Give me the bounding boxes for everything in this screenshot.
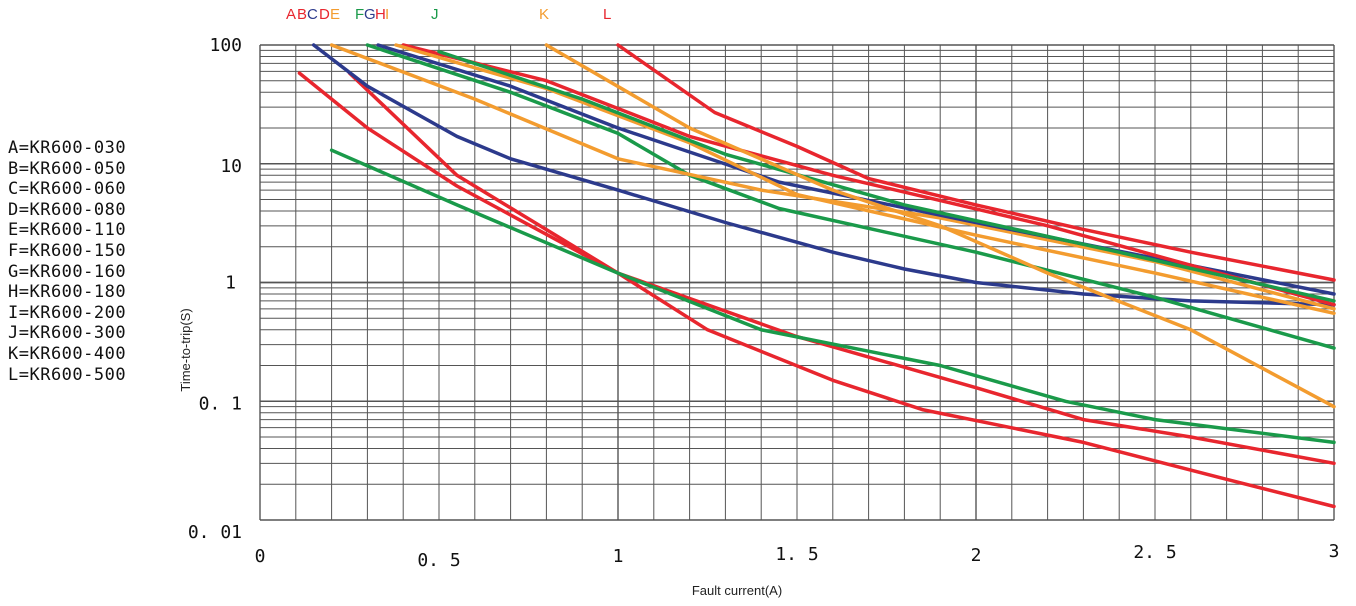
series-letter-label: G — [364, 6, 376, 23]
legend-item: C=KR600-060 — [8, 179, 127, 200]
x-tick-label: 1. 5 — [775, 544, 818, 565]
y-axis-label: Time-to-trip(S) — [178, 308, 193, 391]
legend-item: L=KR600-500 — [8, 364, 127, 385]
series-letter-label: K — [539, 6, 550, 23]
x-tick-label: 0. 5 — [417, 550, 460, 571]
legend-item: I=KR600-200 — [8, 302, 127, 323]
series-letter-label: B — [297, 6, 308, 23]
legend-item: J=KR600-300 — [8, 323, 127, 344]
series-letter-label: A — [286, 6, 297, 23]
x-tick-label: 2. 5 — [1133, 542, 1176, 563]
curve-line — [297, 71, 1336, 509]
curve-line — [401, 43, 1336, 307]
curve-line — [329, 148, 1336, 445]
legend-item: E=KR600-110 — [8, 220, 127, 241]
legend-list: A=KR600-030 B=KR600-050 C=KR600-060 D=KR600… — [8, 138, 126, 385]
legend-item: H=KR600-180 — [8, 282, 127, 303]
x-tick-label: 2 — [971, 545, 982, 566]
legend-item: G=KR600-160 — [8, 261, 127, 282]
legend-item: B=KR600-050 — [8, 158, 127, 179]
chart-series — [297, 43, 1336, 509]
y-tick-label: 0. 01 — [188, 522, 242, 543]
series-letter-label: J — [431, 6, 439, 23]
x-tick-label: 1 — [613, 546, 624, 567]
series-letter-label: E — [330, 6, 341, 23]
x-tick-label: 0 — [255, 546, 266, 567]
y-tick-label: 100 — [209, 35, 242, 56]
y-tick-label: 0. 1 — [199, 393, 242, 414]
legend-item: F=KR600-150 — [8, 240, 127, 261]
series-letter-label: H — [375, 6, 386, 23]
y-tick-labels: 100 10 1 0. 1 0. 01 — [188, 35, 242, 543]
series-letter-label: L — [603, 6, 612, 23]
curve-line — [616, 43, 1336, 282]
series-letter-label: C — [307, 6, 318, 23]
curve-line — [437, 49, 1336, 303]
series-letter-label: D — [319, 6, 330, 23]
x-tick-label: 3 — [1329, 541, 1340, 562]
legend-item: D=KR600-080 — [8, 199, 127, 220]
y-tick-label: 1 — [225, 273, 236, 294]
y-tick-label: 10 — [220, 156, 242, 177]
x-tick-labels: 0 0. 5 1 1. 5 2 2. 5 3 — [255, 541, 1340, 571]
curve-line — [544, 43, 1336, 409]
curve-line — [365, 43, 1336, 350]
series-letter-label: F — [355, 6, 365, 23]
curve-line — [347, 71, 1336, 466]
legend-item: A=KR600-030 — [8, 138, 127, 158]
series-letter-label: I — [385, 6, 390, 23]
curve-line — [376, 43, 1336, 296]
x-axis-label: Fault current(A) — [692, 583, 782, 598]
legend-item: K=KR600-400 — [8, 343, 127, 364]
